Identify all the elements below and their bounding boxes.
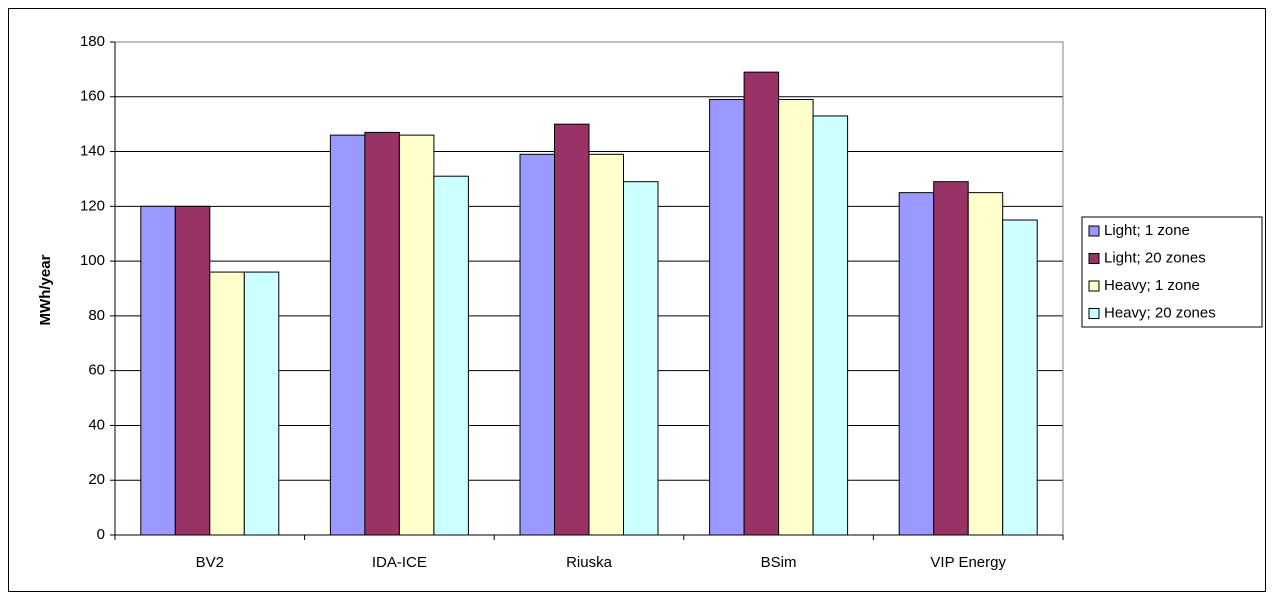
legend-swatch [1088, 308, 1100, 319]
y-tick-label: 0 [97, 526, 105, 543]
bar [398, 134, 435, 536]
x-tick-label: VIP Energy [930, 554, 1006, 571]
bar [364, 131, 400, 536]
bar [329, 134, 366, 536]
bar [554, 123, 590, 536]
legend-box [1081, 216, 1263, 328]
x-tick-label: IDA-ICE [372, 554, 427, 571]
bar [174, 205, 211, 536]
bar [778, 99, 814, 536]
y-tick-label: 120 [80, 197, 105, 214]
bar [209, 271, 245, 536]
legend-swatch [1088, 225, 1100, 237]
y-tick-label: 140 [80, 143, 105, 160]
bar [812, 115, 849, 536]
legend-label: Heavy; 1 zone [1104, 277, 1200, 294]
bar [709, 99, 745, 536]
bar [967, 192, 1004, 536]
bar [898, 192, 935, 536]
bar [433, 175, 469, 536]
y-tick-label: 100 [80, 252, 105, 269]
y-tick-label: 40 [88, 416, 105, 433]
x-tick-label: Riuska [566, 554, 613, 571]
legend-label: Light; 1 zone [1104, 222, 1190, 239]
bar [1002, 219, 1038, 536]
bar [588, 153, 624, 536]
y-axis-label: MWh/year [37, 254, 54, 325]
y-tick-label: 20 [88, 471, 105, 488]
y-tick-label: 60 [88, 362, 105, 379]
bar [623, 181, 659, 536]
legend-label: Light; 20 zones [1104, 249, 1206, 266]
y-tick-label: 160 [80, 88, 105, 105]
bar [243, 271, 280, 536]
legend-label: Heavy; 20 zones [1104, 304, 1216, 321]
y-tick-label: 180 [80, 33, 105, 50]
x-tick-label: BSim [761, 554, 797, 571]
legend-swatch [1088, 280, 1100, 292]
bar [140, 205, 176, 536]
bar [519, 153, 555, 536]
x-tick-label: BV2 [196, 554, 224, 571]
legend-swatch [1088, 253, 1100, 264]
y-tick-label: 80 [88, 307, 105, 324]
bar [933, 181, 969, 536]
bar [743, 71, 780, 536]
